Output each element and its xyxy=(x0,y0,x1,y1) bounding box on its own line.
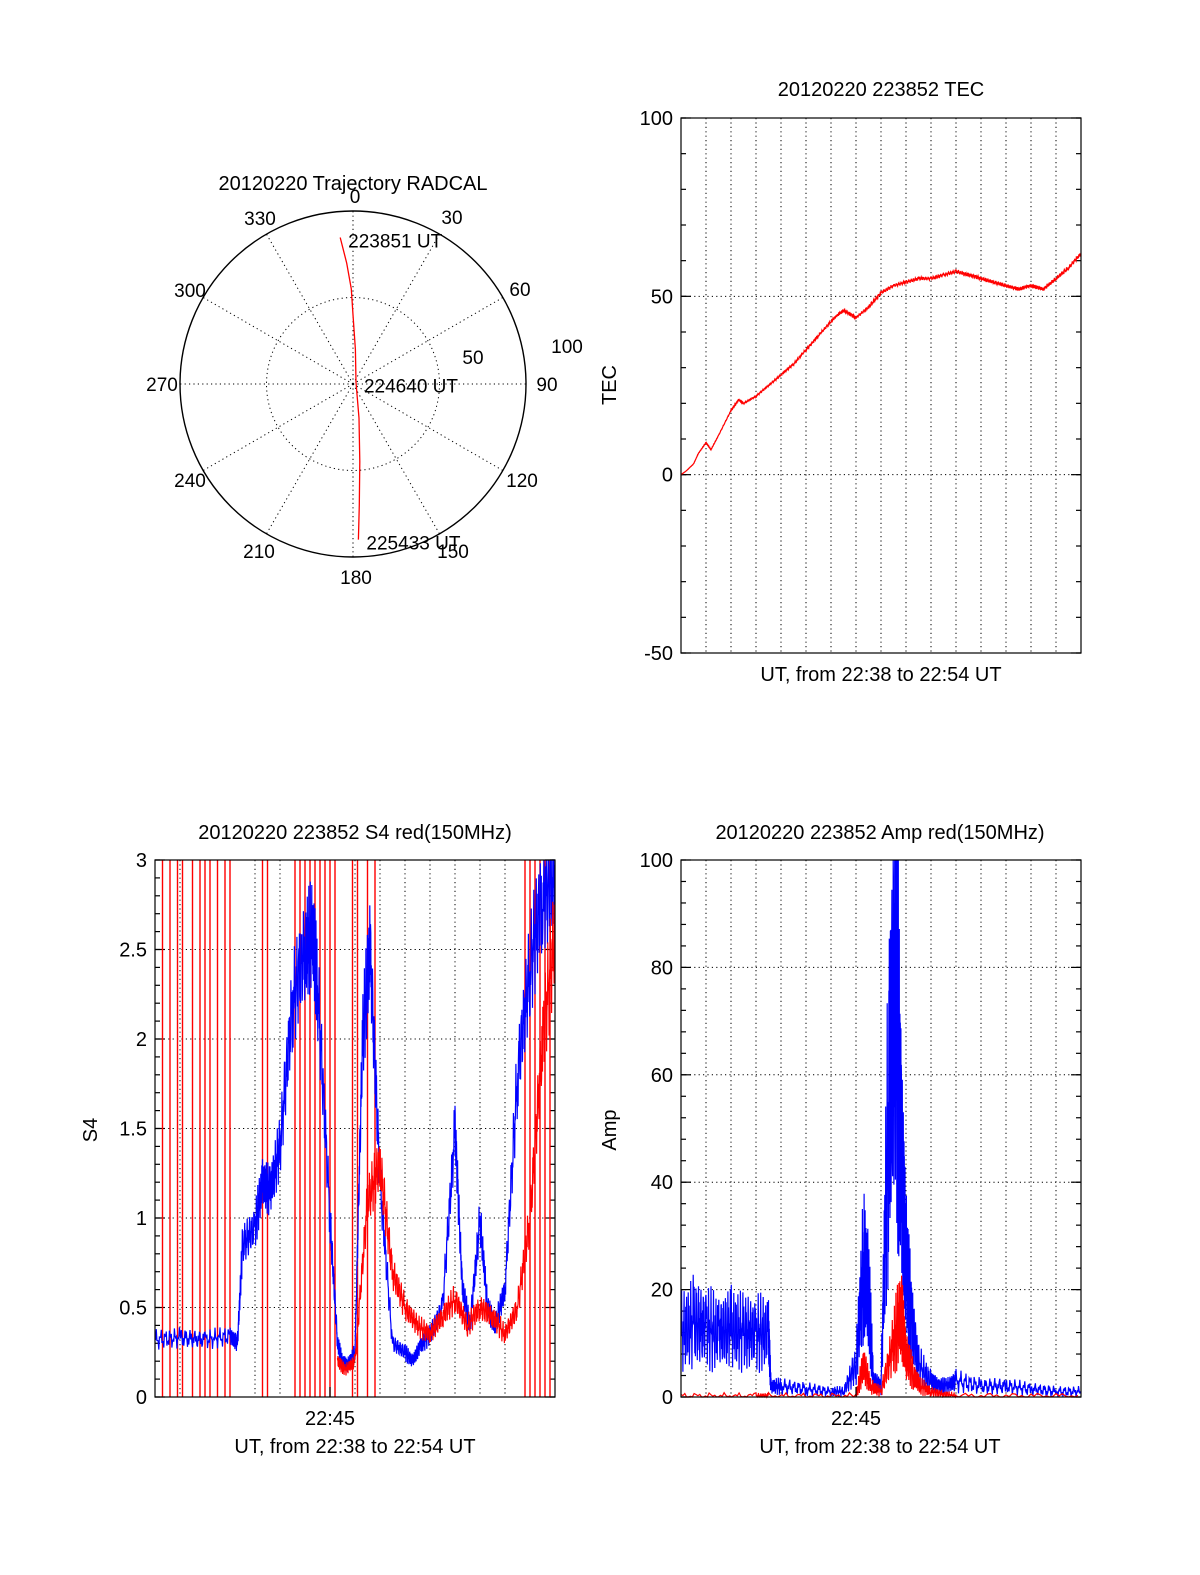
series-line xyxy=(336,901,556,1376)
polar-angle-label: 90 xyxy=(536,375,557,396)
polar-time-annotation: 225433 UT xyxy=(366,534,460,555)
amp-xlabel: UT, from 22:38 to 22:54 UT xyxy=(759,1436,1000,1458)
polar-radial-label: 100 xyxy=(551,337,583,358)
s4-ylabel: S4 xyxy=(80,1118,102,1142)
y-tick-label: 0 xyxy=(662,465,673,487)
plot-frame xyxy=(154,859,556,1398)
polar-angle-label: 270 xyxy=(146,375,178,396)
polar-time-annotation: 223851 UT xyxy=(348,232,442,253)
tec-xlabel: UT, from 22:38 to 22:54 UT xyxy=(760,664,1001,686)
polar-angle-label: 150 xyxy=(437,542,469,563)
y-tick-label: 0 xyxy=(136,1387,147,1409)
polar-spoke xyxy=(352,233,440,385)
polar-time-annotation: 224640 UT xyxy=(364,376,458,397)
amp-title: 20120220 223852 Amp red(150MHz) xyxy=(715,822,1044,844)
polar-radial-label: 50 xyxy=(462,348,483,369)
polar-grid-circle xyxy=(266,297,440,471)
tec-ylabel: TEC xyxy=(599,365,621,405)
tec-plot-area: -50 0 50 100 xyxy=(640,108,1082,665)
s4-xlabel: UT, from 22:38 to 22:54 UT xyxy=(234,1436,475,1458)
polar-spoke xyxy=(202,297,354,385)
plot-frame xyxy=(680,117,1082,654)
s4-xtick-label: 22:45 xyxy=(305,1408,355,1430)
polar-angle-label: 180 xyxy=(340,568,372,589)
amp-xtick-label: 22:45 xyxy=(831,1408,881,1430)
polar-angle-label: 120 xyxy=(506,471,538,492)
tec-plot: 20120220 223852 TEC UT, from 22:38 to 22… xyxy=(599,79,1082,686)
polar-trajectory-line xyxy=(339,237,361,540)
s4-title: 20120220 223852 S4 red(150MHz) xyxy=(198,822,512,844)
polar-series xyxy=(339,237,361,540)
polar-grid xyxy=(179,210,527,558)
y-tick-label: 1.5 xyxy=(119,1119,147,1141)
amp-plot-area: 0 20 40 60 80 100 xyxy=(640,850,1082,1409)
y-tick-label: 2.5 xyxy=(119,940,147,962)
y-tick-label: 20 xyxy=(651,1280,673,1302)
y-tick-label: 80 xyxy=(651,957,673,979)
y-tick-label: 0 xyxy=(662,1387,673,1409)
y-tick-label: 0.5 xyxy=(119,1298,147,1320)
y-tick-label: 40 xyxy=(651,1172,673,1194)
y-tick-label: -50 xyxy=(644,643,673,665)
plot-frame xyxy=(680,859,1082,1398)
polar-spoke xyxy=(352,383,440,535)
y-tick-label: 60 xyxy=(651,1065,673,1087)
polar-angle-label: 0 xyxy=(350,187,361,208)
polar-angle-label: 210 xyxy=(243,542,275,563)
s4-plot-area: 0 0.5 1 1.5 2 2.5 3 xyxy=(119,850,556,1409)
y-tick-label: 100 xyxy=(640,108,673,130)
polar-outer-circle xyxy=(179,210,527,558)
polar-labels: 0 30 60 90 120 150 180 210 240 270 300 330 50 100 2238… xyxy=(146,187,583,589)
polar-title: 20120220 Trajectory RADCAL xyxy=(218,173,487,195)
polar-angle-label: 60 xyxy=(509,280,530,301)
polar-angle-label: 330 xyxy=(244,209,276,230)
y-tick-label: 2 xyxy=(136,1029,147,1051)
y-tick-label: 100 xyxy=(640,850,673,872)
polar-trajectory-plot: 20120220 Trajectory RADCAL 0 30 60 90 120 150… xyxy=(146,173,583,589)
series-line xyxy=(154,859,556,1373)
amp-ylabel: Amp xyxy=(599,1109,621,1150)
s4-plot: 20120220 223852 S4 red(150MHz) 22:45 UT,… xyxy=(80,822,556,1458)
y-tick-label: 3 xyxy=(136,850,147,872)
polar-angle-label: 300 xyxy=(174,281,206,302)
amp-plot: 20120220 223852 Amp red(150MHz) 22:45 UT… xyxy=(599,822,1082,1458)
polar-spoke xyxy=(202,383,354,471)
polar-angle-label: 240 xyxy=(174,471,206,492)
tec-title: 20120220 223852 TEC xyxy=(778,79,984,101)
polar-angle-label: 30 xyxy=(441,208,462,229)
y-tick-label: 1 xyxy=(136,1208,147,1230)
series-line xyxy=(680,252,1081,476)
y-tick-label: 50 xyxy=(651,286,673,308)
